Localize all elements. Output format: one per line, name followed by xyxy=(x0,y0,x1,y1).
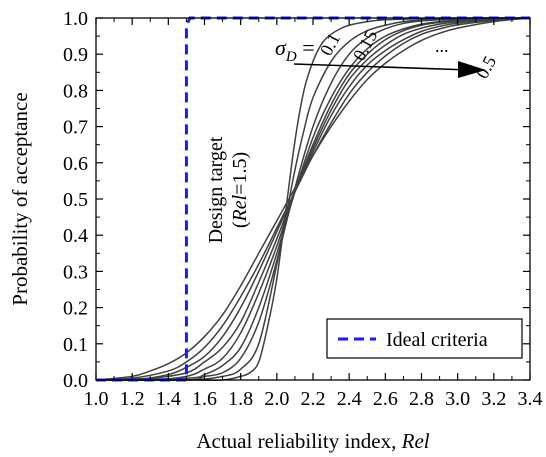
sigma-curve-0_3 xyxy=(95,17,531,382)
y-tick-label: 1.0 xyxy=(63,8,88,30)
design-target-annotation: Design target (Rel=1.5) xyxy=(205,136,251,243)
design-target-var: Rel xyxy=(229,194,251,222)
axis-ticks: 1.0 1.2 1.4 1.6 1.8 2.0 2.2 2.4 2.6 2.8 3.0 3.2 3.4 0… xyxy=(63,8,543,410)
x-tick-label: 3.0 xyxy=(445,388,470,410)
sigma-symbol: σ xyxy=(275,35,287,60)
y-tick-label: 0.8 xyxy=(63,80,88,102)
x-tick-label: 1.2 xyxy=(120,388,145,410)
x-tick-label: 3.2 xyxy=(481,388,506,410)
design-target-line1: Design target xyxy=(205,136,227,243)
legend: Ideal criteria xyxy=(326,318,523,359)
design-target-value: =1.5) xyxy=(229,152,251,195)
sigma-arrow-head xyxy=(458,61,486,78)
x-tick-label: 3.4 xyxy=(518,388,543,410)
sigma-subscript: D xyxy=(285,49,297,65)
sigma-curve-0_4 xyxy=(95,17,531,382)
sigma-equals: = xyxy=(297,35,315,60)
design-target-line2: (Rel=1.5) xyxy=(229,152,251,228)
x-axis-label: Actual reliability index, Rel xyxy=(196,429,429,453)
sigma-value-first: 0.1 xyxy=(316,30,344,59)
x-tick-label: 1.6 xyxy=(192,388,217,410)
x-axis-label-text: Actual reliability index, xyxy=(196,429,401,453)
sigma-arrow-shaft xyxy=(293,63,471,71)
sigma-curves xyxy=(95,17,531,382)
x-tick-label: 2.8 xyxy=(409,388,434,410)
sigma-curve-0_5 xyxy=(95,17,531,381)
x-tick-label: 2.6 xyxy=(373,388,398,410)
x-axis-label-var: Rel xyxy=(401,429,430,453)
sigma-curve-0_35 xyxy=(95,17,531,381)
y-tick-label: 0.5 xyxy=(63,189,88,211)
y-tick-label: 0.7 xyxy=(63,117,88,139)
y-axis-label: Probability of acceptance xyxy=(8,92,32,305)
x-tick-label: 2.2 xyxy=(301,388,326,410)
x-tick-label: 2.4 xyxy=(337,388,362,410)
legend-ideal-label: Ideal criteria xyxy=(386,329,488,351)
y-tick-label: 0.3 xyxy=(63,261,88,283)
y-tick-label: 0.9 xyxy=(63,44,88,66)
y-tick-label: 0.0 xyxy=(63,370,88,392)
y-tick-label: 0.2 xyxy=(63,298,88,320)
x-tick-label: 1.8 xyxy=(228,388,253,410)
y-tick-label: 0.4 xyxy=(63,225,88,247)
sigma-label: σD = xyxy=(275,35,315,65)
x-tick-label: 1.0 xyxy=(84,388,109,410)
sigma-curve-0_1 xyxy=(95,17,531,382)
y-tick-label: 0.6 xyxy=(63,153,88,175)
design-target-open-paren: ( xyxy=(229,221,251,228)
y-tick-label: 0.1 xyxy=(63,334,88,356)
x-tick-label: 1.4 xyxy=(156,388,181,410)
sigma-value-ellipsis: ... xyxy=(435,36,449,56)
x-tick-label: 2.0 xyxy=(264,388,289,410)
